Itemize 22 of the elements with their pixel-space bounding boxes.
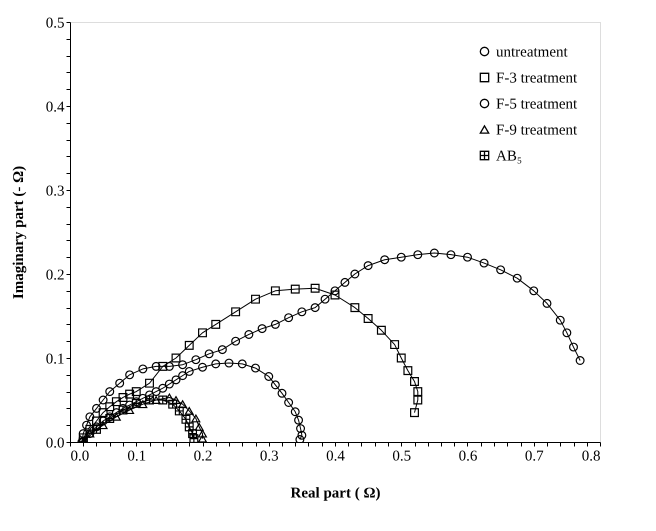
x-tick-label: 0.6: [458, 448, 478, 464]
x-tick-label: 0.2: [194, 448, 212, 464]
x-axis-title: Real part ( Ω): [290, 486, 380, 502]
y-tick-label: 0.0: [46, 436, 64, 452]
legend-label: F-3 treatment: [496, 70, 578, 86]
x-tick-label: 0.7: [524, 448, 544, 464]
x-tick-label: 0.0: [70, 448, 90, 464]
x-tick-label: 0.5: [392, 448, 412, 464]
y-tick-label: 0.3: [46, 184, 64, 200]
legend-label: untreatment: [496, 44, 568, 60]
legend-label: F-5 treatment: [496, 96, 578, 112]
x-tick-label: 0.1: [127, 448, 146, 464]
x-tick-label: 0.4: [326, 448, 346, 464]
legend-label: F-9 treatment: [496, 122, 578, 138]
y-tick-label: 0.2: [46, 268, 64, 284]
x-tick-label: 0.3: [260, 448, 279, 464]
x-tick-label: 0.8: [582, 448, 600, 464]
y-tick-label: 0.5: [46, 16, 64, 32]
legend-label: AB₅: [496, 148, 522, 164]
y-axis-title: Imaginary part (- Ω): [10, 166, 27, 300]
y-tick-label: 0.4: [46, 100, 65, 116]
y-tick-label: 0.1: [46, 352, 64, 368]
